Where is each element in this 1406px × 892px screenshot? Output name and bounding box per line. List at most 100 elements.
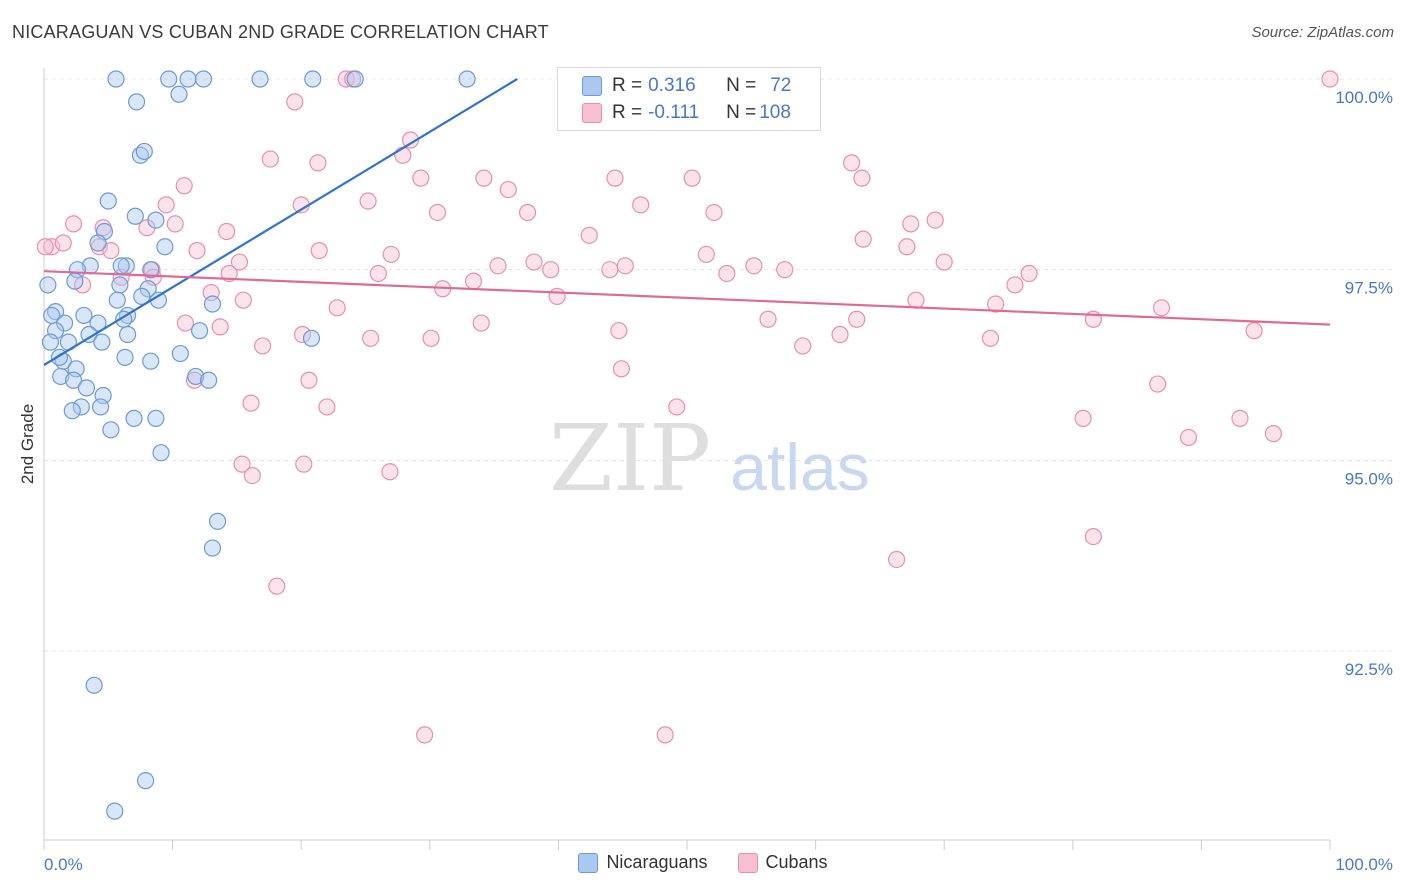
- data-point: [1264, 425, 1283, 443]
- legend-r-label: R =: [612, 102, 643, 123]
- data-point: [251, 70, 269, 88]
- data-point: [745, 257, 763, 275]
- data-point: [926, 211, 944, 229]
- data-point: [63, 402, 81, 420]
- data-point: [518, 203, 537, 222]
- data-point: [310, 242, 328, 260]
- data-point: [133, 287, 151, 305]
- data-point: [848, 310, 866, 328]
- data-point: [126, 207, 144, 225]
- legend-item-cubans: Cubans: [737, 852, 828, 873]
- legend-n-label: N =: [726, 75, 757, 96]
- data-point: [234, 291, 252, 309]
- data-point: [718, 264, 736, 283]
- data-point: [1084, 527, 1102, 546]
- data-point: [170, 85, 188, 103]
- data-point: [176, 314, 195, 332]
- legend-item-nicaraguans: Nicaraguans: [578, 852, 708, 873]
- data-point: [898, 238, 916, 256]
- data-point: [697, 245, 715, 264]
- data-point: [102, 421, 120, 439]
- data-point: [243, 466, 261, 485]
- data-point: [175, 177, 193, 195]
- data-point: [776, 261, 794, 279]
- data-point: [394, 146, 412, 164]
- data-point: [295, 455, 313, 473]
- data-point: [72, 398, 90, 416]
- data-point: [843, 154, 861, 172]
- data-point: [656, 726, 674, 744]
- data-point: [116, 348, 134, 366]
- x-tick-label: 0.0%: [44, 855, 83, 874]
- data-point: [309, 154, 327, 172]
- data-point: [187, 367, 205, 386]
- data-point: [1152, 299, 1171, 317]
- data-point: [194, 70, 213, 88]
- data-point: [218, 222, 236, 241]
- data-point: [907, 291, 925, 309]
- data-point: [268, 577, 286, 595]
- data-point: [156, 238, 174, 256]
- data-point: [705, 203, 723, 222]
- legend-n-value-blue: 72: [770, 75, 792, 96]
- data-point: [616, 257, 634, 275]
- data-point: [369, 264, 387, 283]
- data-point: [525, 253, 543, 271]
- data-point: [668, 398, 686, 416]
- data-point: [318, 398, 336, 416]
- data-point: [902, 215, 920, 233]
- data-point: [107, 70, 125, 88]
- data-point: [108, 291, 126, 309]
- data-point: [346, 70, 364, 88]
- data-point: [1321, 70, 1339, 88]
- data-point: [52, 367, 70, 386]
- data-point: [41, 333, 60, 351]
- chart-title: NICARAGUAN VS CUBAN 2ND GRADE CORRELATIO…: [12, 22, 549, 42]
- legend-label-cubans: Cubans: [765, 852, 828, 872]
- data-point: [328, 299, 346, 317]
- data-point: [1245, 322, 1263, 340]
- data-point: [242, 394, 260, 412]
- y-tick-label: 97.5%: [1345, 279, 1393, 298]
- legend-swatch-pink: [582, 103, 602, 123]
- data-point: [66, 272, 84, 290]
- data-point: [1231, 409, 1249, 427]
- data-point: [794, 337, 812, 355]
- data-point: [304, 70, 322, 88]
- legend-r-value-pink: -0.111: [648, 102, 700, 123]
- data-point: [80, 325, 98, 344]
- source-label: Source: ZipAtlas.com: [1251, 24, 1394, 41]
- data-point: [548, 287, 566, 305]
- grid-lines: [44, 78, 1395, 652]
- data-point: [293, 325, 312, 344]
- data-point: [935, 253, 953, 271]
- data-point: [160, 70, 178, 88]
- data-point: [89, 314, 107, 332]
- legend-row-cubans: R = -0.111 N = 108: [582, 100, 791, 126]
- data-point: [39, 276, 57, 294]
- data-point: [337, 70, 355, 88]
- trend-line-cubans: [43, 270, 1331, 326]
- data-point: [759, 310, 777, 328]
- data-point: [112, 257, 130, 275]
- data-point: [73, 276, 92, 294]
- data-point: [93, 333, 111, 351]
- data-point: [416, 726, 434, 744]
- data-point: [36, 238, 54, 256]
- data-point: [632, 196, 650, 214]
- data-point: [77, 379, 96, 397]
- data-point: [542, 261, 560, 279]
- data-point: [142, 352, 160, 370]
- data-point: [1020, 264, 1038, 283]
- data-point: [382, 245, 400, 264]
- data-point: [359, 192, 377, 210]
- data-point: [99, 192, 117, 210]
- data-point: [200, 371, 218, 389]
- data-point: [152, 444, 170, 462]
- data-point: [472, 314, 490, 332]
- data-point: [458, 70, 476, 88]
- data-point: [286, 93, 304, 111]
- legend-r-label: R =: [612, 75, 643, 96]
- data-point: [147, 211, 165, 229]
